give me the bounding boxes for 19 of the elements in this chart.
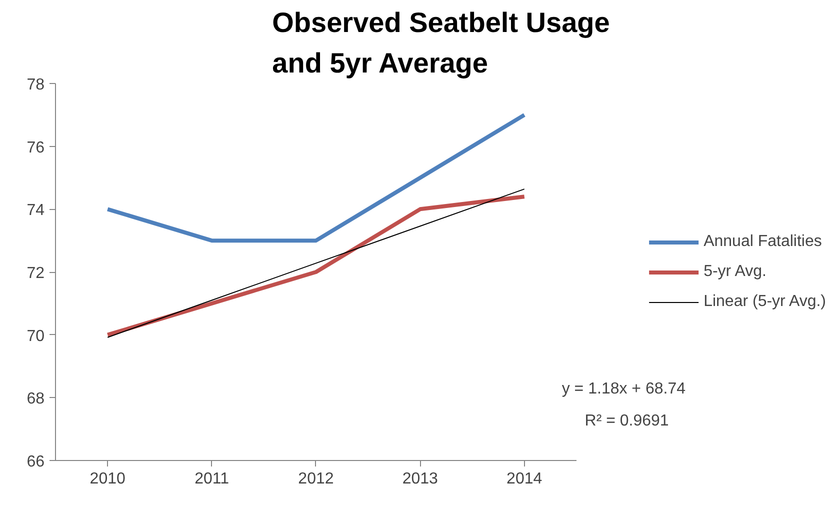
y-tick-label: 70: [26, 328, 45, 345]
x-tick-label: 2013: [402, 470, 438, 488]
y-tick-label: 68: [26, 390, 45, 408]
text: R² = 0.9691: [584, 412, 669, 430]
legend-label: Linear (5-yr Avg.): [704, 292, 826, 310]
x-tick-label: 2014: [506, 470, 542, 488]
legend-label: 5-yr Avg.: [704, 262, 766, 280]
y-tick-label: 74: [26, 202, 45, 220]
x-tick-label: 2012: [298, 470, 334, 488]
x-tick-label: 2011: [194, 470, 230, 488]
y-tick-label: 78: [26, 76, 45, 94]
annotation: y = 1.18x + 68.74: [562, 380, 686, 398]
legend-label: Annual Fatalities: [704, 232, 822, 250]
y-tick-label: 76: [26, 139, 45, 156]
y-tick-label: 72: [26, 265, 45, 282]
x-tick-label: 2010: [90, 470, 126, 488]
line-series: [106, 112, 526, 243]
y-tick-label: 66: [26, 454, 45, 470]
chart-title: Observed Seatbelt Usage and 5yr Average: [272, 7, 610, 78]
